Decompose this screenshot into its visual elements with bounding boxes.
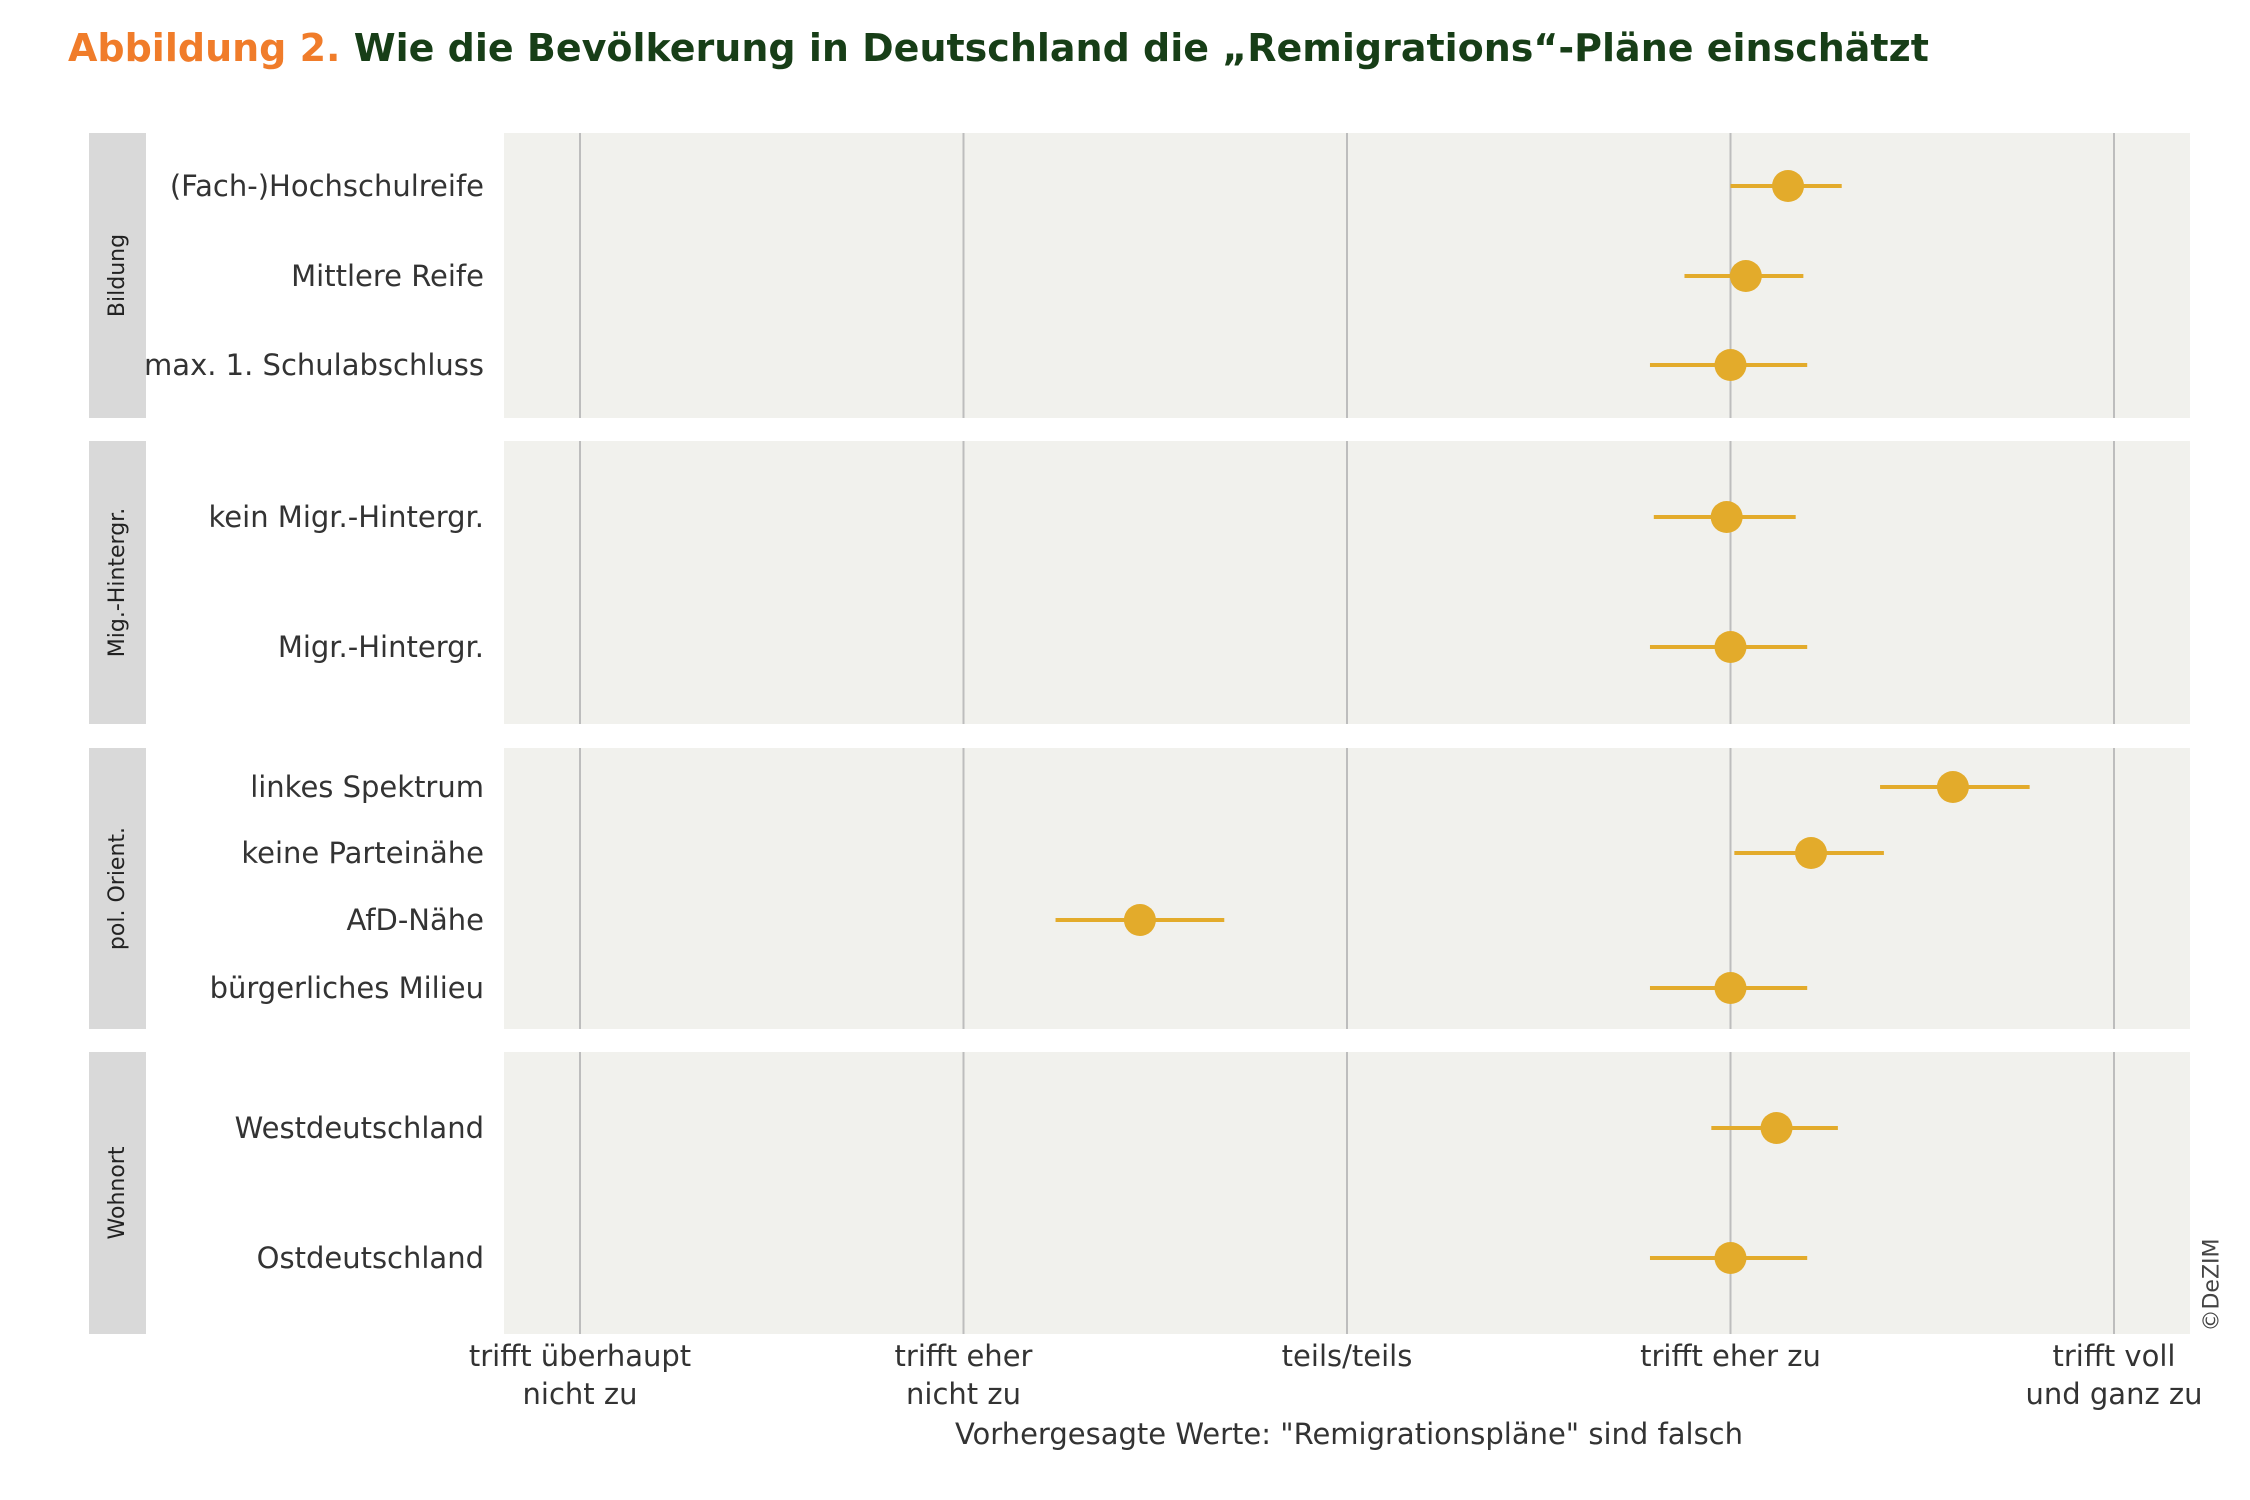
facet-strip [89,133,146,418]
facet-label: Bildung [105,234,130,317]
facet-label: pol. Orient. [105,827,130,950]
estimate-point [1772,170,1805,202]
row-label: kein Migr.-Hintergr. [209,500,484,534]
facet-strip [89,441,146,724]
estimate-point [1714,349,1747,381]
facet-label: Wohnort [105,1146,130,1239]
estimate-point [1936,771,1969,803]
estimate-point [1760,1112,1793,1144]
x-axis-title: Vorhergesagte Werte: "Remigrationspläne"… [955,1417,1743,1451]
estimate-point [1714,631,1747,663]
row-label: keine Parteinähe [241,836,484,870]
estimate-point [1795,837,1828,869]
row-label: Mittlere Reife [291,259,484,293]
row-label: max. 1. Schulabschluss [144,348,484,382]
row-label: bürgerliches Milieu [210,971,484,1005]
x-tick-label: trifft überhaupt nicht zu [469,1339,691,1411]
estimate-point [1710,501,1743,533]
facet-label: Mig.-Hintergr. [105,508,130,657]
facet-strip [89,1052,146,1334]
x-tick-label: trifft eher nicht zu [895,1339,1033,1411]
x-tick-label: trifft voll und ganz zu [2026,1339,2203,1411]
facet-strip [89,748,146,1029]
x-tick-label: trifft eher zu [1640,1339,1821,1373]
row-label: Migr.-Hintergr. [278,630,484,664]
estimate-point [1123,904,1156,936]
row-label: Westdeutschland [235,1111,484,1145]
figure-title-text: Wie die Bevölkerung in Deutschland die „… [353,26,1929,70]
credit-text: ©DeZIM [2200,1238,2225,1331]
estimate-point [1729,260,1762,292]
estimate-point [1714,1242,1747,1274]
estimate-point [1714,972,1747,1004]
chart-title: Abbildung 2. Wie die Bevölkerung in Deut… [68,26,1929,70]
row-label: linkes Spektrum [250,770,484,804]
x-tick-label: teils/teils [1282,1339,1413,1373]
row-label: AfD-Nähe [347,903,485,937]
row-label: (Fach-)Hochschulreife [170,169,484,203]
figure-number: Abbildung 2. [68,26,341,70]
row-label: Ostdeutschland [257,1241,484,1275]
